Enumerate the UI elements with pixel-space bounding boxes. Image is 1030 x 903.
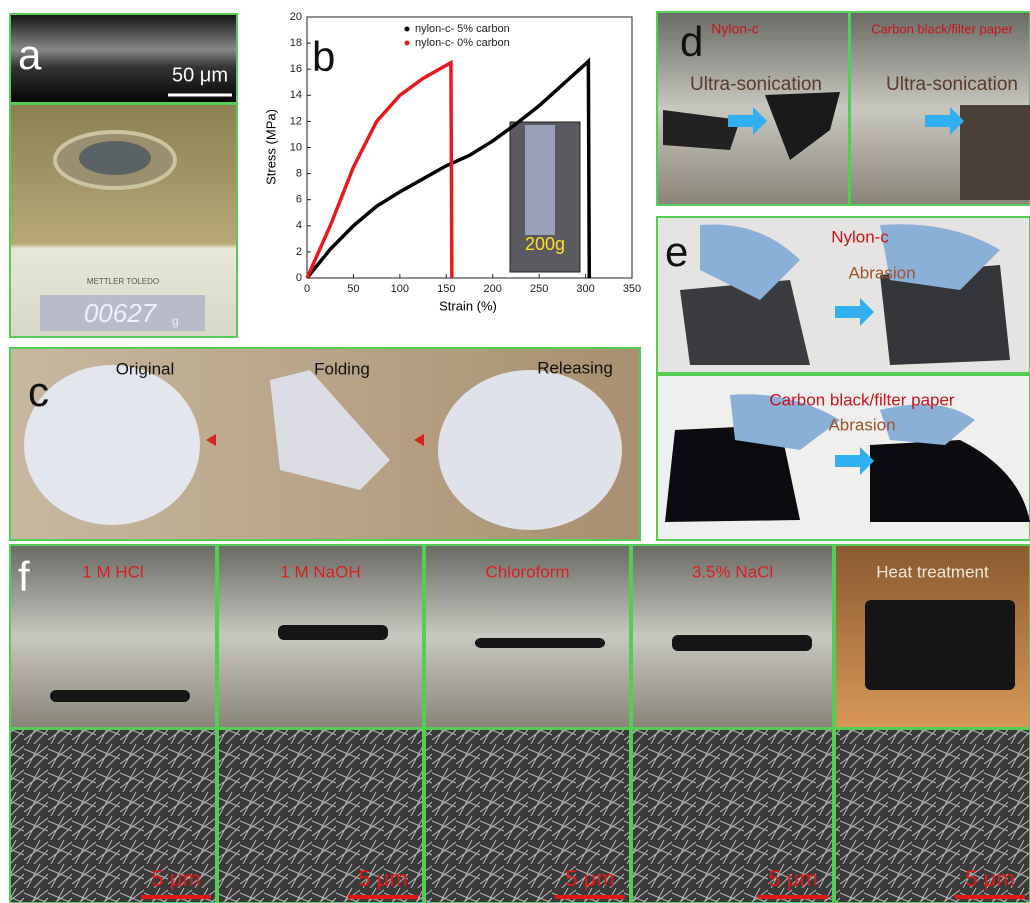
panel-label: e: [665, 228, 688, 275]
legend-marker: [405, 27, 410, 32]
action-label: Abrasion: [828, 415, 895, 434]
panel-d: d Nylon-c Ultra-sonication Carbon black/…: [657, 12, 1030, 205]
condition-label: 1 M NaOH: [280, 562, 360, 581]
legend-marker: [405, 41, 410, 46]
y-tick-label: 2: [296, 246, 302, 258]
step-label: Releasing: [537, 358, 613, 377]
dispersion: [960, 105, 1030, 200]
sample-title: Carbon black/filter paper: [769, 390, 955, 409]
step-label: Folding: [314, 359, 370, 378]
y-tick-label: 12: [290, 115, 302, 127]
film: [680, 280, 810, 365]
scale-bar-label: 5 μm: [151, 866, 200, 891]
action-label: Ultra-sonication: [690, 74, 822, 95]
panel-label: c: [28, 368, 49, 415]
inset-label: 200g: [525, 234, 565, 254]
scale-bar-label: 5 μm: [768, 866, 817, 891]
film: [865, 600, 1015, 690]
film: [278, 625, 388, 640]
sem-image: [10, 14, 237, 103]
y-tick-label: 16: [290, 63, 302, 75]
legend-label: nylon-c- 5% carbon: [415, 23, 510, 35]
legend-label: nylon-c- 0% carbon: [415, 37, 510, 49]
panel-label: a: [18, 31, 42, 78]
y-tick-label: 4: [296, 220, 302, 232]
balance-reading: 00627: [84, 298, 158, 328]
panel-a: a 50 μm METTLER TOLEDO 00627 g: [10, 14, 237, 337]
y-tick-label: 8: [296, 168, 302, 180]
x-tick-label: 100: [391, 283, 409, 295]
y-tick-label: 10: [290, 141, 302, 153]
film: [475, 638, 605, 648]
y-axis-title: Stress (MPa): [263, 109, 278, 185]
scale-bar-label: 50 μm: [172, 64, 228, 86]
series-line: [307, 63, 452, 278]
scale-bar-label: 5 μm: [358, 866, 407, 891]
x-tick-label: 0: [304, 283, 310, 295]
page: {"chart_data": {"type": "line", "panel_l…: [0, 0, 1030, 903]
panel-f: 1 M NaOH 5 μm 1 M HCl Chloroform 5 μm 5 μm 3.5…: [10, 545, 1030, 903]
x-tick-label: 200: [484, 283, 502, 295]
condition-label: Chloroform: [485, 562, 569, 581]
scale-bar-label: 5 μm: [565, 866, 614, 891]
action-label: Abrasion: [848, 263, 915, 282]
y-tick-label: 14: [290, 89, 302, 101]
x-axis-title: Strain (%): [439, 298, 497, 313]
panel-label: f: [18, 553, 30, 600]
film: [672, 635, 812, 651]
film: [50, 690, 190, 702]
film: [438, 370, 622, 530]
x-tick-label: 350: [623, 283, 641, 295]
scale-bar-label: 5 μm: [965, 866, 1014, 891]
condition-label: 3.5% NaCl: [692, 562, 773, 581]
sample: [79, 141, 151, 175]
film: [24, 365, 200, 525]
x-tick-label: 300: [576, 283, 594, 295]
action-label: Ultra-sonication: [886, 74, 1018, 95]
figure: a 50 μm METTLER TOLEDO 00627 g b Strain …: [0, 0, 1030, 903]
y-tick-label: 0: [296, 272, 302, 284]
panel-e: e Nylon-c Abrasion Carbon black/filter p…: [657, 217, 1030, 540]
x-tick-label: 150: [437, 283, 455, 295]
plot-frame: [307, 17, 632, 278]
sample-title: Nylon-c: [831, 227, 889, 246]
panel-label: d: [680, 18, 703, 65]
step-label: Original: [116, 359, 175, 378]
sample-title: Carbon black/filter paper: [871, 21, 1013, 36]
y-tick-label: 18: [290, 37, 302, 49]
sample-title: Nylon-c: [711, 21, 758, 37]
condition-label: Heat treatment: [876, 562, 989, 581]
y-tick-label: 20: [290, 11, 302, 23]
x-tick-label: 250: [530, 283, 548, 295]
balance-unit: g: [172, 314, 179, 328]
x-tick-label: 50: [347, 283, 359, 295]
panel-c: c Original Folding Releasing: [10, 348, 640, 540]
condition-label: 1 M HCl: [82, 562, 143, 581]
panel-label: b: [312, 33, 335, 80]
y-tick-label: 6: [296, 194, 302, 206]
brand: METTLER TOLEDO: [87, 277, 159, 286]
inset-film: [525, 125, 555, 235]
